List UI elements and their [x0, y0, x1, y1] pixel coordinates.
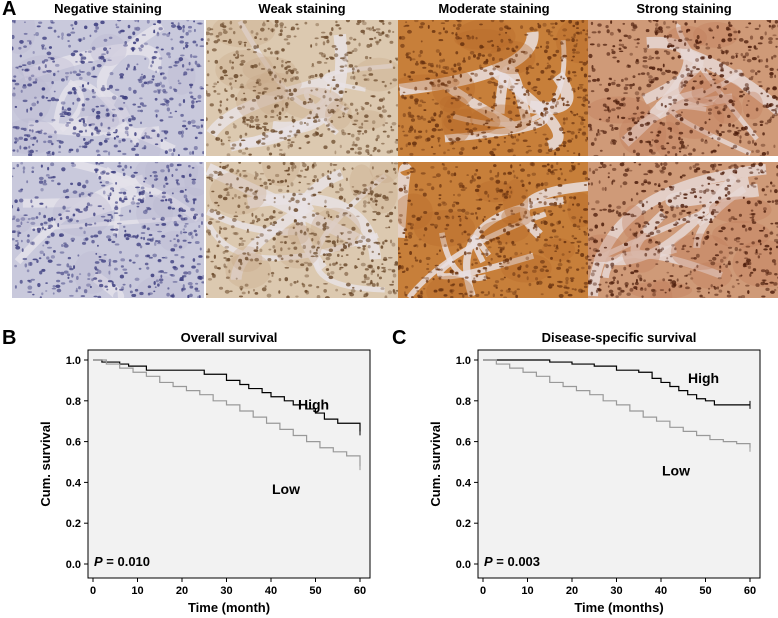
x-tick-label: 40 — [655, 585, 667, 597]
micrograph-weak-low-mag — [206, 20, 398, 156]
x-tick-label: 50 — [699, 585, 711, 597]
y-tick-label: 1.0 — [456, 355, 471, 367]
survival-curve-low — [93, 359, 361, 467]
panel-label-b: B — [2, 327, 17, 349]
y-tick-label: 0.2 — [66, 518, 81, 530]
stain-title-strong: Strong staining — [636, 1, 732, 16]
plot-area — [87, 349, 371, 579]
micrograph-moderate-low-mag — [398, 20, 590, 156]
y-tick-label: 0.6 — [456, 437, 471, 449]
p-value: P = 0.010 — [94, 554, 150, 569]
disease-specific-survival-chart: Disease-specific survival 0.0 0.2 0.4 0.6 0.8… — [428, 330, 761, 615]
plot-area — [477, 349, 761, 579]
micrograph-strong-high-mag — [588, 162, 778, 298]
x-tick-label: 30 — [220, 585, 232, 597]
survival-curve-low — [483, 359, 751, 448]
y-tick-label: 0.4 — [456, 477, 472, 489]
chart-title: Disease-specific survival — [542, 330, 697, 345]
y-tick-label: 0.2 — [456, 518, 471, 530]
stain-title-negative: Negative staining — [54, 1, 162, 16]
stain-title-weak: Weak staining — [258, 1, 346, 16]
x-tick-label: 50 — [309, 585, 321, 597]
p-value: P = 0.003 — [484, 554, 540, 569]
series-label-high: High — [688, 370, 719, 386]
x-tick-label: 60 — [354, 585, 366, 597]
y-tick-label: 0.6 — [66, 437, 81, 449]
x-tick-label: 0 — [90, 585, 96, 597]
micrograph-moderate-high-mag — [398, 162, 590, 298]
micrograph-strong-low-mag — [588, 20, 778, 156]
y-tick-label: 1.0 — [66, 355, 81, 367]
micrograph-negative-low-mag — [12, 20, 204, 156]
x-tick-label: 10 — [521, 585, 533, 597]
x-tick-label: 30 — [610, 585, 622, 597]
panel-label-c: C — [392, 327, 407, 349]
x-axis-label: Time (months) — [574, 600, 663, 615]
series-label-low: Low — [272, 481, 300, 497]
stain-title-moderate: Moderate staining — [438, 1, 550, 16]
series-label-low: Low — [662, 463, 690, 479]
series-label-high: High — [298, 396, 329, 412]
micrograph-negative-high-mag — [12, 162, 204, 298]
y-axis-label: Cum. survival — [38, 421, 53, 506]
x-tick-label: 20 — [176, 585, 188, 597]
micrograph-weak-high-mag — [206, 162, 398, 298]
x-tick-label: 40 — [265, 585, 277, 597]
y-tick-label: 0.0 — [66, 559, 81, 571]
x-tick-label: 60 — [744, 585, 756, 597]
x-tick-label: 10 — [131, 585, 143, 597]
chart-title: Overall survival — [181, 330, 278, 345]
y-tick-label: 0.8 — [66, 396, 81, 408]
survival-curve-high — [93, 359, 361, 432]
y-tick-label: 0.4 — [66, 477, 82, 489]
survival-curve-high — [483, 359, 750, 406]
x-axis-label: Time (month) — [188, 600, 270, 615]
panel-label-a: A — [2, 0, 17, 20]
y-tick-label: 0.8 — [456, 396, 471, 408]
y-axis-label: Cum. survival — [428, 421, 443, 506]
overall-survival-chart: Overall survival 0.0 0.2 0.4 0.6 0.8 1.0 0 10 20 3… — [38, 330, 371, 615]
y-tick-label: 0.0 — [456, 559, 471, 571]
x-tick-label: 20 — [566, 585, 578, 597]
x-tick-label: 0 — [480, 585, 486, 597]
